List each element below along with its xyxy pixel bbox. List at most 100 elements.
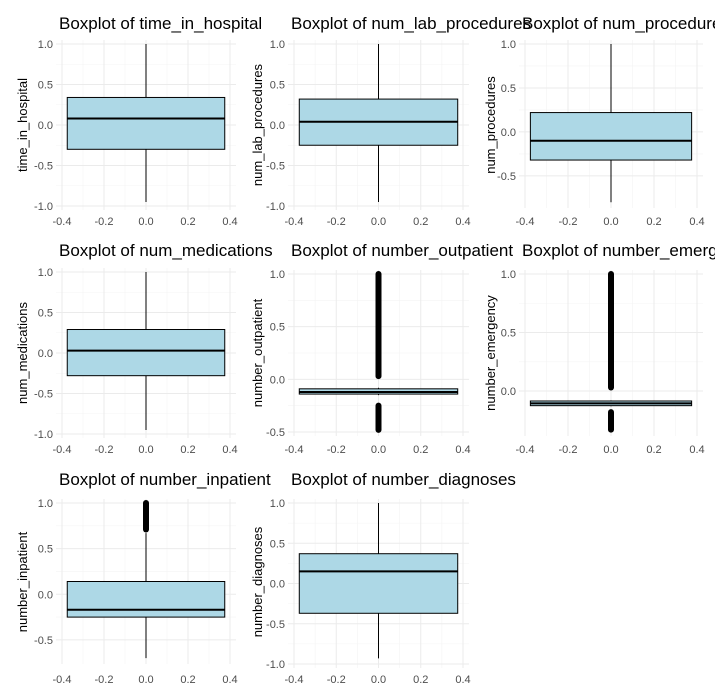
x-tick-label: 0.4	[689, 216, 704, 228]
x-tick-label: 0.2	[646, 216, 661, 228]
y-tick-label: -1.0	[34, 201, 53, 213]
y-tick-label: -0.5	[34, 161, 53, 173]
y-tick-label: 0.0	[38, 589, 53, 601]
y-axis-label: num_medications	[15, 302, 30, 404]
x-tick-label: 0.0	[371, 674, 386, 686]
x-tick-label: 0.4	[222, 216, 237, 228]
x-tick-label: -0.4	[285, 216, 304, 228]
x-tick-label: 0.0	[603, 216, 618, 228]
y-tick-label: 0.5	[270, 322, 285, 334]
y-tick-label: 0.5	[270, 538, 285, 550]
y-tick-label: 1.0	[501, 269, 516, 281]
x-tick-label: -0.4	[53, 674, 72, 686]
y-tick-label: 0.5	[501, 83, 516, 95]
y-tick-label: -1.0	[34, 429, 53, 441]
x-tick-label: 0.4	[222, 674, 237, 686]
y-tick-label: -0.5	[266, 427, 285, 439]
x-tick-label: -0.2	[327, 216, 346, 228]
x-tick-label: 0.2	[180, 444, 195, 456]
x-tick-label: -0.2	[559, 216, 578, 228]
x-tick-label: 0.2	[646, 444, 661, 456]
y-tick-label: -0.5	[266, 161, 285, 173]
x-tick-label: 0.2	[413, 674, 428, 686]
y-tick-label: -0.5	[34, 635, 53, 647]
x-tick-label: 0.4	[689, 444, 704, 456]
boxplot-panel: -0.4 -0.2 0.0 0.2 0.4 -1.0 -0.5 0.0 0.5 1.0 time_i…	[15, 14, 262, 228]
y-tick-label: -0.5	[34, 389, 53, 401]
x-tick-label: 0.4	[455, 444, 470, 456]
y-tick-label: 0.5	[38, 80, 53, 92]
y-tick-label: 1.0	[38, 39, 53, 51]
x-tick-label: -0.2	[95, 216, 114, 228]
y-tick-label: 1.0	[501, 39, 516, 51]
panel-title: Boxplot of number_diagnoses	[291, 470, 516, 489]
x-tick-label: 0.4	[222, 444, 237, 456]
boxplot-panel: -0.4 -0.2 0.0 0.2 0.4 -1.0 -0.5 0.0 0.5 1.0 number…	[250, 470, 516, 686]
box-iqr	[66, 329, 226, 377]
panel-title: Boxplot of number_outpatient	[291, 241, 513, 260]
box-iqr	[298, 553, 459, 614]
y-tick-label: 1.0	[38, 267, 53, 279]
x-tick-label: -0.2	[95, 444, 114, 456]
x-tick-label: 0.0	[138, 216, 153, 228]
panel-title: Boxplot of num_lab_procedures	[291, 14, 531, 33]
boxplot-panel: -0.4 -0.2 0.0 0.2 0.4 -1.0 -0.5 0.0 0.5 1.0 num_la…	[250, 14, 531, 228]
x-tick-label: -0.2	[95, 674, 114, 686]
y-tick-label: 0.5	[270, 80, 285, 92]
y-tick-label: 0.0	[501, 386, 516, 398]
y-tick-label: 0.5	[38, 308, 53, 320]
y-tick-label: 0.5	[38, 544, 53, 556]
y-axis-label: num_procedures	[483, 76, 498, 174]
y-tick-label: 1.0	[270, 39, 285, 51]
y-tick-label: 1.0	[270, 498, 285, 510]
panel-title: Boxplot of number_emergency	[522, 241, 715, 260]
x-tick-label: 0.0	[603, 444, 618, 456]
x-tick-label: 0.2	[413, 216, 428, 228]
box-iqr	[66, 96, 226, 150]
panel-title: Boxplot of num_medications	[59, 241, 273, 260]
y-tick-label: -1.0	[266, 659, 285, 671]
x-tick-label: -0.4	[53, 216, 72, 228]
x-tick-label: 0.0	[138, 674, 153, 686]
y-tick-label: 0.0	[38, 348, 53, 360]
x-tick-label: -0.4	[285, 444, 304, 456]
y-tick-label: 0.5	[501, 328, 516, 340]
y-axis-label: time_in_hospital	[15, 78, 30, 172]
x-tick-label: 0.0	[138, 444, 153, 456]
x-tick-label: 0.0	[371, 216, 386, 228]
boxplot-panel: -0.4 -0.2 0.0 0.2 0.4 -0.5 0.0 0.5 1.0 num_proced…	[483, 14, 715, 228]
y-axis-label: number_emergency	[483, 295, 498, 411]
y-tick-label: 0.0	[270, 120, 285, 132]
x-tick-label: 0.2	[180, 674, 195, 686]
panel-title: Boxplot of number_inpatient	[59, 470, 271, 489]
boxplot-panel: -0.4 -0.2 0.0 0.2 0.4 0.0 0.5 1.0 number_emergen…	[483, 241, 715, 456]
x-tick-label: -0.4	[285, 674, 304, 686]
box-iqr	[66, 581, 226, 618]
y-tick-label: 0.0	[38, 120, 53, 132]
boxplot-panel: -0.4 -0.2 0.0 0.2 0.4 -0.5 0.0 0.5 1.0 number_inp…	[15, 470, 271, 686]
y-tick-label: 1.0	[270, 269, 285, 281]
boxplot-panel: -0.4 -0.2 0.0 0.2 0.4 -1.0 -0.5 0.0 0.5 1.0 num_me…	[15, 241, 273, 456]
x-tick-label: -0.2	[327, 444, 346, 456]
x-tick-label: -0.4	[516, 216, 535, 228]
x-tick-label: 0.4	[455, 216, 470, 228]
y-tick-label: -1.0	[266, 201, 285, 213]
box-iqr	[529, 112, 693, 161]
x-tick-label: 0.4	[455, 674, 470, 686]
y-tick-label: 0.0	[270, 579, 285, 591]
x-tick-label: 0.2	[180, 216, 195, 228]
y-axis-label: number_inpatient	[15, 531, 30, 632]
y-tick-label: -0.5	[266, 619, 285, 631]
x-tick-label: 0.0	[371, 444, 386, 456]
x-tick-label: -0.2	[559, 444, 578, 456]
x-tick-label: -0.4	[516, 444, 535, 456]
panel-title: Boxplot of time_in_hospital	[59, 14, 262, 33]
y-axis-label: num_lab_procedures	[250, 63, 265, 186]
y-tick-label: 1.0	[38, 498, 53, 510]
panel-title: Boxplot of num_procedures	[522, 14, 715, 33]
y-tick-label: -0.5	[497, 171, 516, 183]
boxplot-panel: -0.4 -0.2 0.0 0.2 0.4 -0.5 0.0 0.5 1.0 number_out…	[250, 241, 513, 456]
x-tick-label: -0.4	[53, 444, 72, 456]
y-tick-label: 0.0	[270, 374, 285, 386]
